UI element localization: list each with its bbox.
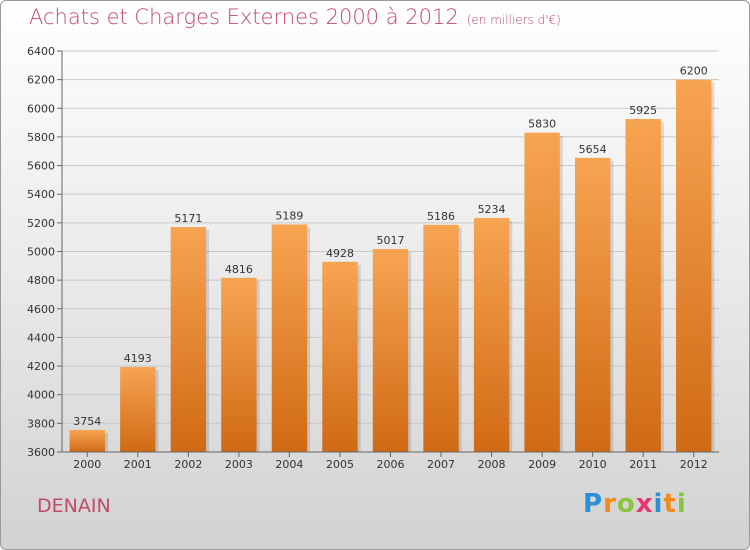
bar-2005 — [322, 261, 358, 452]
bar-value-label: 3754 — [73, 415, 101, 428]
y-tick-label: 4600 — [27, 303, 55, 316]
logo-letter: i — [676, 489, 687, 519]
bar-2008 — [473, 217, 510, 452]
logo-letter: i — [653, 489, 664, 519]
chart-title: Achats et Charges Externes 2000 à 2012 (e… — [29, 5, 561, 29]
bar-2012 — [676, 79, 712, 453]
x-tick-label: 2009 — [528, 458, 556, 471]
y-tick-label: 6400 — [27, 45, 55, 58]
x-tick-label: 2007 — [427, 458, 455, 471]
logo-letter: r — [603, 489, 617, 519]
logo-letter: P — [583, 489, 604, 519]
y-tick-label: 3600 — [27, 446, 55, 459]
bar-value-label: 4816 — [225, 263, 253, 276]
y-tick-label: 5600 — [27, 160, 55, 173]
x-tick-label: 2002 — [174, 458, 202, 471]
logo-letter: x — [635, 489, 654, 519]
x-tick-label: 2008 — [478, 458, 506, 471]
x-tick-label: 2011 — [629, 458, 657, 471]
bar-value-label: 6200 — [680, 65, 708, 78]
bar-2004 — [271, 224, 308, 452]
bar-2006 — [372, 249, 409, 452]
axes: 3600 3800 4000 4200 4400 4600 4800 5000 5200 5400… — [27, 45, 719, 471]
y-tick-label: 5200 — [27, 217, 55, 230]
y-tick-label: 5400 — [27, 188, 55, 201]
bar-value-label: 5925 — [629, 104, 657, 117]
x-tick-label: 2001 — [124, 458, 152, 471]
y-tick-label: 3800 — [27, 417, 55, 430]
bar-2002 — [170, 227, 207, 452]
x-tick-label: 2012 — [680, 458, 708, 471]
x-tick-label: 2006 — [377, 458, 405, 471]
proxiti-logo[interactable]: Proxiti — [583, 489, 687, 519]
y-tick-label: 5800 — [27, 131, 55, 144]
y-tick-label: 4000 — [27, 389, 55, 402]
bar-value-label: 4193 — [124, 352, 152, 365]
bar-2009 — [524, 132, 560, 452]
x-tick-label: 2004 — [275, 458, 303, 471]
logo-letter: o — [616, 489, 636, 519]
y-tick-label: 6200 — [27, 74, 55, 87]
logo-letter: t — [663, 489, 677, 519]
bar-2011 — [625, 119, 661, 452]
bar-2000 — [69, 429, 105, 452]
bar-value-label: 5186 — [427, 210, 455, 223]
x-tick-label: 2010 — [579, 458, 607, 471]
y-tick-label: 4200 — [27, 360, 55, 373]
x-tick-label: 2000 — [73, 458, 101, 471]
bar-value-label: 5830 — [528, 118, 556, 131]
chart-title-text: Achats et Charges Externes 2000 à 2012 — [29, 5, 459, 29]
y-tick-label: 6000 — [27, 102, 55, 115]
bar-2010 — [574, 157, 611, 452]
bar-value-label: 5171 — [174, 212, 202, 225]
x-tick-label: 2005 — [326, 458, 354, 471]
bar-value-label: 5017 — [377, 234, 405, 247]
bar-2007 — [423, 224, 459, 452]
bar-value-label: 5234 — [478, 203, 506, 216]
bar-value-label: 4928 — [326, 247, 354, 260]
y-tick-label: 5000 — [27, 246, 55, 259]
bar-value-label: 5654 — [579, 143, 607, 156]
commune-name: DENAIN — [37, 495, 111, 517]
bar-value-label: 5189 — [275, 209, 303, 222]
bar-2001 — [120, 367, 156, 452]
bars: 3754 4193 5171 4816 5189 4928 5017 5186 5234 5830… — [69, 65, 715, 453]
y-tick-label: 4400 — [27, 331, 55, 344]
bar-2003 — [221, 277, 257, 452]
chart-subtitle: (en milliers d'€) — [466, 13, 561, 27]
y-tick-label: 4800 — [27, 274, 55, 287]
x-tick-label: 2003 — [225, 458, 253, 471]
